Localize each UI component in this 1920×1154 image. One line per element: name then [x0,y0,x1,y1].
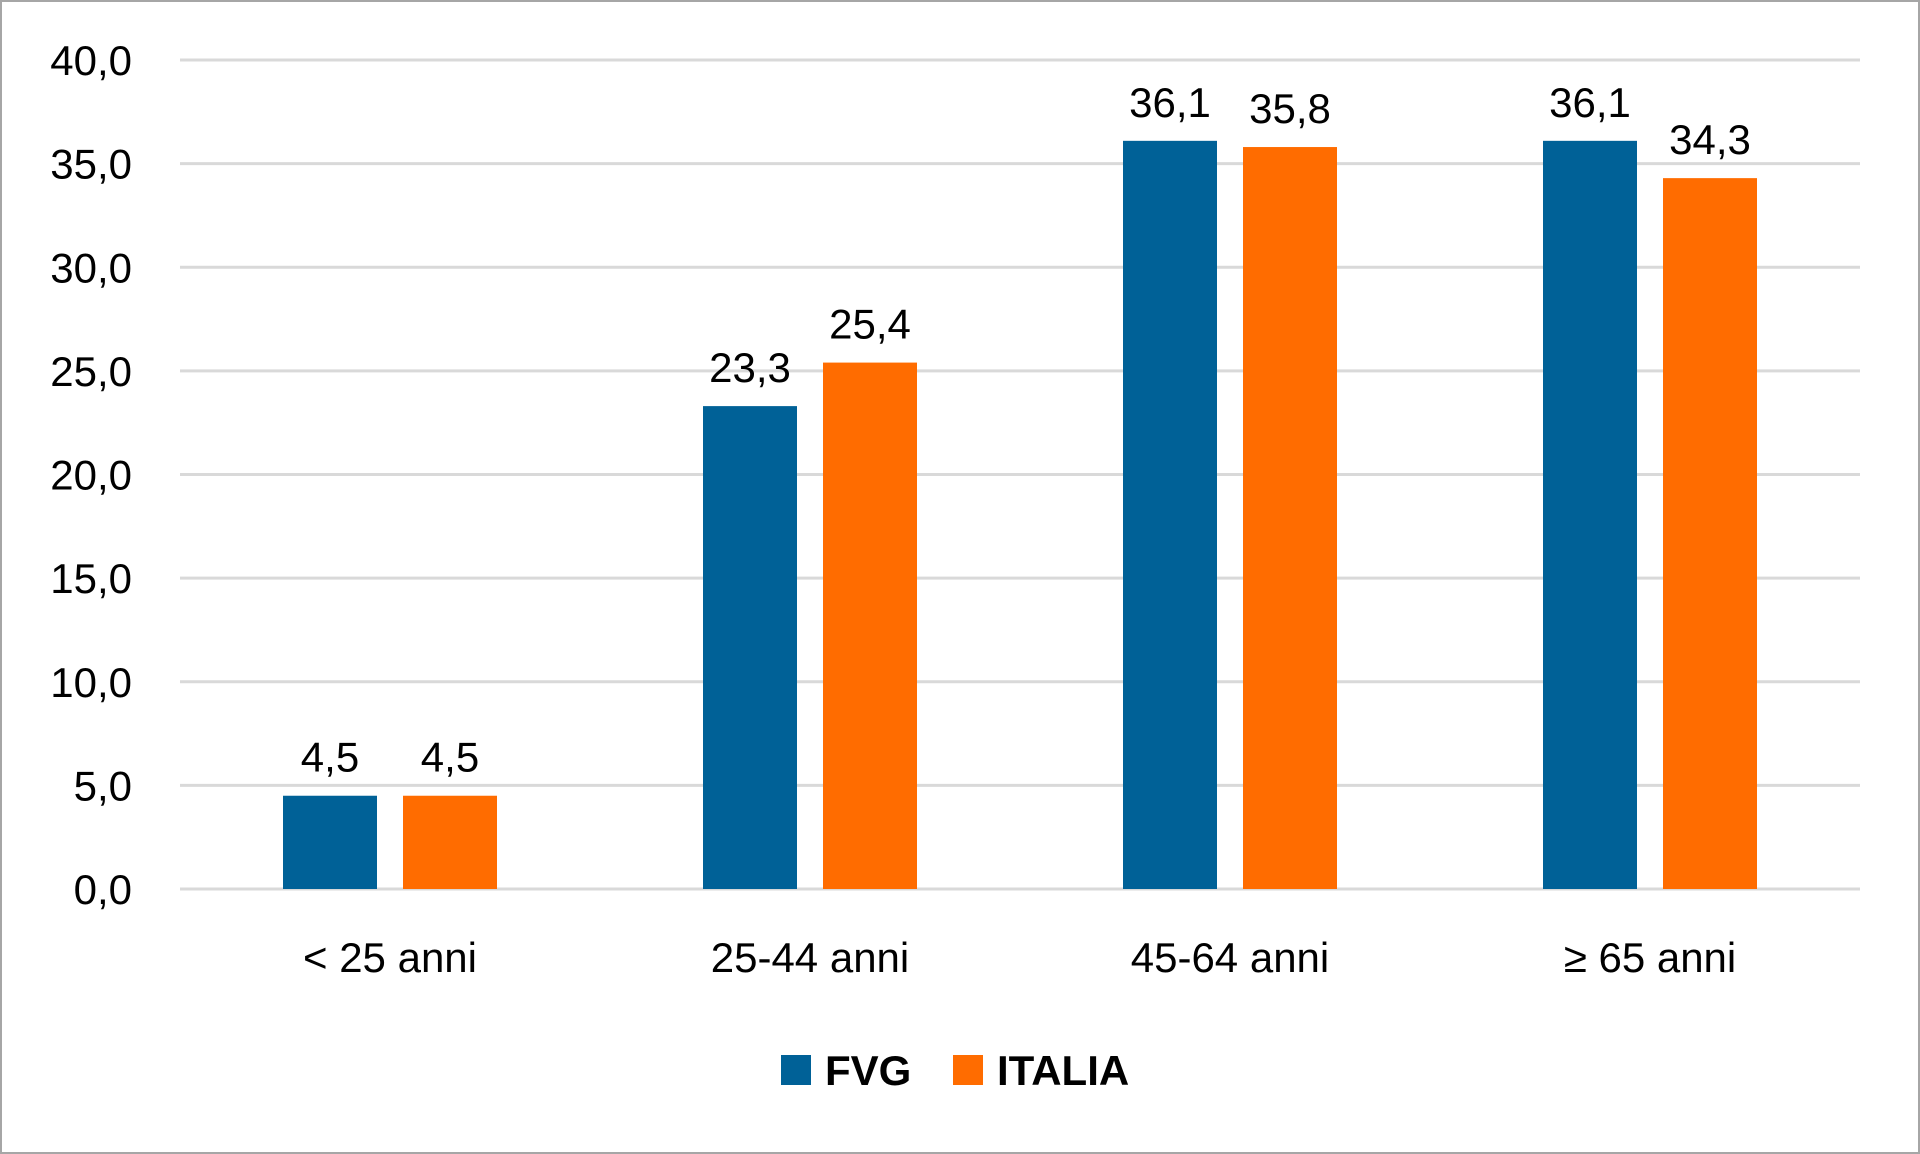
data-label: 35,8 [1249,85,1331,132]
y-tick-label: 5,0 [74,762,132,809]
bars [283,140,1757,890]
data-labels: 4,5 4,5 23,3 25,4 36,1 35,8 36,1 34,3 [301,79,1751,781]
bar-italia-3 [1663,178,1757,889]
legend-swatch-fvg [781,1055,811,1085]
bar-italia-0 [403,795,497,889]
legend: FVG ITALIA [781,1047,1129,1094]
y-tick-label: 35,0 [50,141,132,188]
legend-swatch-italia [953,1055,983,1085]
data-label: 34,3 [1669,116,1751,163]
x-tick-label: ≥ 65 anni [1564,934,1737,981]
bar-fvg-0 [283,795,377,889]
data-label: 36,1 [1549,79,1631,126]
bar-fvg-1 [703,406,797,889]
y-tick-label: 20,0 [50,452,132,499]
y-tick-label: 40,0 [50,37,132,84]
bar-fvg-2 [1123,140,1217,889]
x-tick-label: 25-44 anni [711,934,910,981]
y-axis: 0,0 5,0 10,0 15,0 20,0 25,0 30,0 35,0 40,0 [50,37,132,913]
data-label: 4,5 [421,734,479,781]
x-tick-label: < 25 anni [303,934,477,981]
data-label: 23,3 [709,344,791,391]
data-label: 4,5 [301,734,359,781]
data-label: 25,4 [829,301,911,348]
y-tick-label: 10,0 [50,659,132,706]
x-tick-label: 45-64 anni [1131,934,1330,981]
y-tick-label: 30,0 [50,244,132,291]
bar-italia-1 [823,362,917,890]
y-tick-label: 0,0 [74,866,132,913]
x-axis: < 25 anni 25-44 anni 45-64 anni ≥ 65 anni [303,934,1736,981]
bar-fvg-3 [1543,140,1637,889]
y-tick-label: 25,0 [50,348,132,395]
data-label: 36,1 [1129,79,1211,126]
legend-label-italia: ITALIA [997,1047,1129,1094]
y-tick-label: 15,0 [50,555,132,602]
bar-italia-2 [1243,147,1337,890]
legend-label-fvg: FVG [825,1047,911,1094]
